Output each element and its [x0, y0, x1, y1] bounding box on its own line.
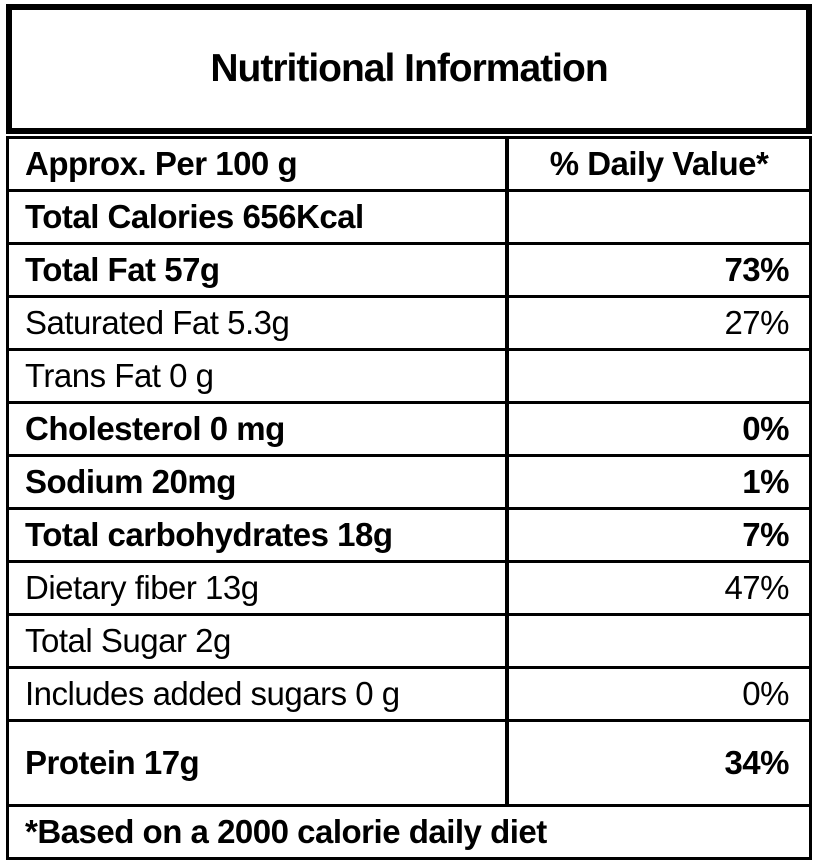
daily-value: 0%: [742, 675, 789, 712]
nutrient-label: Total Sugar 2g: [9, 616, 509, 666]
daily-value: 27%: [724, 304, 789, 341]
daily-value: 7%: [742, 516, 789, 553]
column-header-nutrient: Approx. Per 100 g: [9, 139, 509, 189]
nutrient-label: Protein 17g: [9, 722, 509, 804]
table-row: Total Sugar 2g: [9, 616, 809, 669]
column-header-daily-value: % Daily Value*: [549, 145, 769, 182]
daily-value: [509, 192, 809, 242]
table-header-row: Approx. Per 100 g % Daily Value*: [9, 139, 809, 192]
daily-value: 34%: [724, 744, 789, 781]
table-row: Total Calories 656Kcal: [9, 192, 809, 245]
nutrient-label: Trans Fat 0 g: [9, 351, 509, 401]
nutrient-label: Total Calories 656Kcal: [9, 192, 509, 242]
nutrient-label: Total Fat 57g: [9, 245, 509, 295]
table-row: Trans Fat 0 g: [9, 351, 809, 404]
nutrient-label: Cholesterol 0 mg: [9, 404, 509, 454]
daily-value: 47%: [724, 569, 789, 606]
daily-value: [509, 351, 809, 401]
table-row: Total carbohydrates 18g 7%: [9, 510, 809, 563]
table-row: Includes added sugars 0 g 0%: [9, 669, 809, 722]
footnote: *Based on a 2000 calorie daily diet: [25, 813, 547, 850]
nutrient-label: Saturated Fat 5.3g: [9, 298, 509, 348]
nutrient-label: Total carbohydrates 18g: [9, 510, 509, 560]
table-row: Cholesterol 0 mg 0%: [9, 404, 809, 457]
nutrition-table: Approx. Per 100 g % Daily Value* Total C…: [6, 136, 812, 860]
footnote-row: *Based on a 2000 calorie daily diet: [9, 807, 809, 857]
table-row: Total Fat 57g 73%: [9, 245, 809, 298]
nutrient-label: Sodium 20mg: [9, 457, 509, 507]
nutrient-label: Dietary fiber 13g: [9, 563, 509, 613]
daily-value: [509, 616, 809, 666]
nutrient-label: Includes added sugars 0 g: [9, 669, 509, 719]
table-row: Protein 17g 34%: [9, 722, 809, 807]
table-row: Sodium 20mg 1%: [9, 457, 809, 510]
daily-value: 1%: [742, 463, 789, 500]
daily-value: 73%: [724, 251, 789, 288]
daily-value: 0%: [742, 410, 789, 447]
page-title: Nutritional Information: [210, 47, 608, 90]
table-body: Total Calories 656Kcal Total Fat 57g 73%…: [9, 192, 809, 807]
table-row: Dietary fiber 13g 47%: [9, 563, 809, 616]
title-box: Nutritional Information: [6, 4, 812, 134]
table-row: Saturated Fat 5.3g 27%: [9, 298, 809, 351]
nutrition-label: Nutritional Information Approx. Per 100 …: [6, 4, 812, 860]
